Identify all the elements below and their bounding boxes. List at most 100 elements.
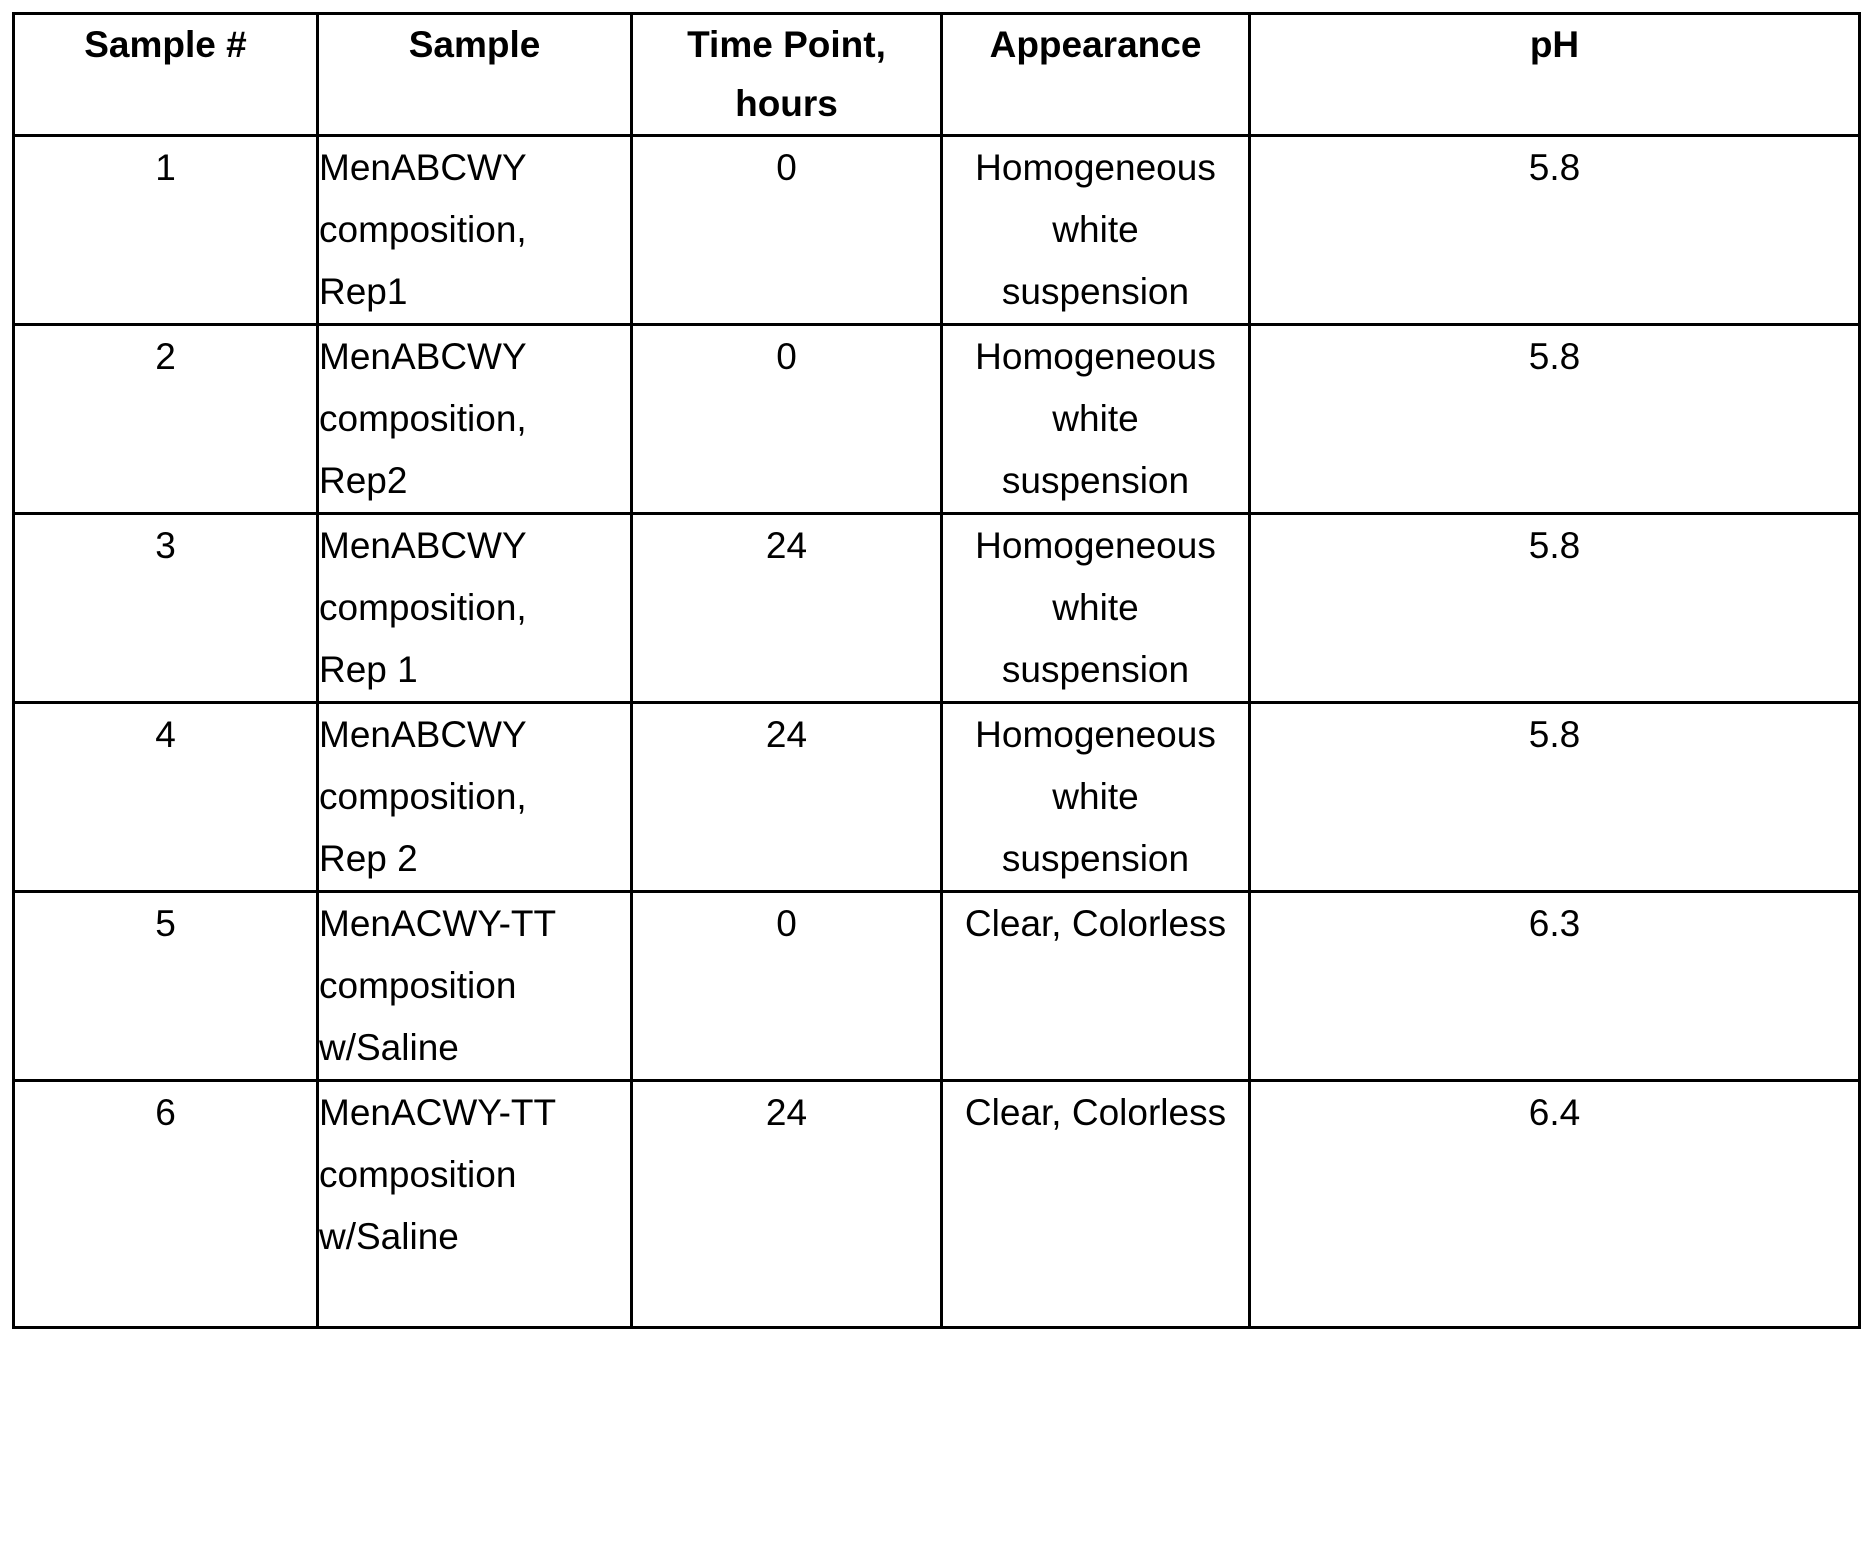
cell-sample_number: 5 <box>14 892 318 1081</box>
cell-text-line: 0 <box>633 893 940 955</box>
cell-sample_number: 1 <box>14 136 318 325</box>
document-page: Sample #SampleTime Point,hoursAppearance… <box>0 0 1875 1546</box>
cell-appearance: Homogeneouswhitesuspension <box>942 703 1250 892</box>
cell-text-line: Homogeneous <box>943 515 1248 577</box>
column-header-time_point: Time Point,hours <box>632 14 942 136</box>
cell-sample: MenACWY-TTcompositionw/Saline <box>318 1081 632 1328</box>
table-body: 1MenABCWYcomposition,Rep10Homogeneouswhi… <box>14 136 1860 1328</box>
cell-text-line: Rep2 <box>319 450 630 512</box>
cell-text-line: Clear, Colorless <box>943 893 1248 955</box>
cell-text-line: Clear, Colorless <box>943 1082 1248 1144</box>
cell-text-line: 24 <box>633 515 940 577</box>
cell-time_point: 0 <box>632 892 942 1081</box>
column-header-line: hours <box>633 74 940 133</box>
column-header-ph: pH <box>1250 14 1860 136</box>
table-header: Sample #SampleTime Point,hoursAppearance… <box>14 14 1860 136</box>
cell-time_point: 24 <box>632 514 942 703</box>
cell-text-line: white <box>943 199 1248 261</box>
cell-text-line: 0 <box>633 326 940 388</box>
column-header-sample_number: Sample # <box>14 14 318 136</box>
cell-ph: 6.3 <box>1250 892 1860 1081</box>
column-header-line: pH <box>1251 15 1858 74</box>
cell-text-line: composition <box>319 955 630 1017</box>
cell-time_point: 24 <box>632 703 942 892</box>
cell-text-line: 4 <box>15 704 316 766</box>
cell-text-line: composition, <box>319 766 630 828</box>
cell-text-line: MenABCWY <box>319 515 630 577</box>
table-row: 6MenACWY-TTcompositionw/Saline24Clear, C… <box>14 1081 1860 1328</box>
cell-text-line: Rep 2 <box>319 828 630 890</box>
cell-text-line: 6.4 <box>1251 1082 1858 1144</box>
cell-time_point: 24 <box>632 1081 942 1328</box>
cell-text-line: Homogeneous <box>943 137 1248 199</box>
cell-text-line: w/Saline <box>319 1206 630 1268</box>
cell-ph: 5.8 <box>1250 325 1860 514</box>
cell-text-line: 5.8 <box>1251 704 1858 766</box>
cell-time_point: 0 <box>632 325 942 514</box>
cell-appearance: Homogeneouswhitesuspension <box>942 514 1250 703</box>
cell-text-line: suspension <box>943 828 1248 890</box>
column-header-line: Appearance <box>943 15 1248 74</box>
cell-time_point: 0 <box>632 136 942 325</box>
cell-ph: 5.8 <box>1250 703 1860 892</box>
cell-text-line: Rep1 <box>319 261 630 323</box>
cell-sample_number: 3 <box>14 514 318 703</box>
column-header-line: Sample # <box>15 15 316 74</box>
cell-sample_number: 6 <box>14 1081 318 1328</box>
column-header-line: Time Point, <box>633 15 940 74</box>
cell-text-line: suspension <box>943 639 1248 701</box>
cell-appearance: Homogeneouswhitesuspension <box>942 325 1250 514</box>
cell-text-line: 6 <box>15 1082 316 1144</box>
cell-text-line: 24 <box>633 1082 940 1144</box>
cell-text-line: composition, <box>319 388 630 450</box>
cell-sample: MenABCWYcomposition,Rep2 <box>318 325 632 514</box>
cell-text-line: composition, <box>319 199 630 261</box>
cell-text-line: white <box>943 766 1248 828</box>
cell-sample_number: 2 <box>14 325 318 514</box>
cell-text-line: 1 <box>15 137 316 199</box>
cell-text-line: MenABCWY <box>319 704 630 766</box>
table-header-row: Sample #SampleTime Point,hoursAppearance… <box>14 14 1860 136</box>
cell-text-line: 2 <box>15 326 316 388</box>
cell-text-line: MenABCWY <box>319 137 630 199</box>
table-row: 1MenABCWYcomposition,Rep10Homogeneouswhi… <box>14 136 1860 325</box>
cell-text-line: white <box>943 388 1248 450</box>
table-row: 5MenACWY-TTcompositionw/Saline0Clear, Co… <box>14 892 1860 1081</box>
column-header-line: Sample <box>319 15 630 74</box>
cell-text-line: composition, <box>319 577 630 639</box>
cell-text-line: 3 <box>15 515 316 577</box>
cell-text-line: 5 <box>15 893 316 955</box>
cell-text-line: Rep 1 <box>319 639 630 701</box>
cell-text-line: MenABCWY <box>319 326 630 388</box>
cell-appearance: Clear, Colorless <box>942 1081 1250 1328</box>
cell-sample: MenACWY-TTcompositionw/Saline <box>318 892 632 1081</box>
cell-ph: 6.4 <box>1250 1081 1860 1328</box>
cell-text-line: 5.8 <box>1251 326 1858 388</box>
sample-results-table: Sample #SampleTime Point,hoursAppearance… <box>12 12 1861 1329</box>
cell-text-line: 5.8 <box>1251 515 1858 577</box>
table-row: 3MenABCWYcomposition,Rep 124Homogeneousw… <box>14 514 1860 703</box>
cell-sample_number: 4 <box>14 703 318 892</box>
cell-text-line: MenACWY-TT <box>319 1082 630 1144</box>
cell-sample: MenABCWYcomposition,Rep1 <box>318 136 632 325</box>
cell-text-line: Homogeneous <box>943 326 1248 388</box>
cell-ph: 5.8 <box>1250 514 1860 703</box>
cell-sample: MenABCWYcomposition,Rep 1 <box>318 514 632 703</box>
cell-appearance: Homogeneouswhitesuspension <box>942 136 1250 325</box>
cell-appearance: Clear, Colorless <box>942 892 1250 1081</box>
cell-sample: MenABCWYcomposition,Rep 2 <box>318 703 632 892</box>
table-row: 4MenABCWYcomposition,Rep 224Homogeneousw… <box>14 703 1860 892</box>
cell-text-line: MenACWY-TT <box>319 893 630 955</box>
cell-text-line: 6.3 <box>1251 893 1858 955</box>
cell-text-line: white <box>943 577 1248 639</box>
column-header-appearance: Appearance <box>942 14 1250 136</box>
table-row: 2MenABCWYcomposition,Rep20Homogeneouswhi… <box>14 325 1860 514</box>
cell-text-line: 24 <box>633 704 940 766</box>
cell-text-line: 0 <box>633 137 940 199</box>
cell-ph: 5.8 <box>1250 136 1860 325</box>
cell-text-line: suspension <box>943 261 1248 323</box>
cell-text-line: suspension <box>943 450 1248 512</box>
cell-text-line: Homogeneous <box>943 704 1248 766</box>
column-header-sample: Sample <box>318 14 632 136</box>
cell-text-line: composition <box>319 1144 630 1206</box>
